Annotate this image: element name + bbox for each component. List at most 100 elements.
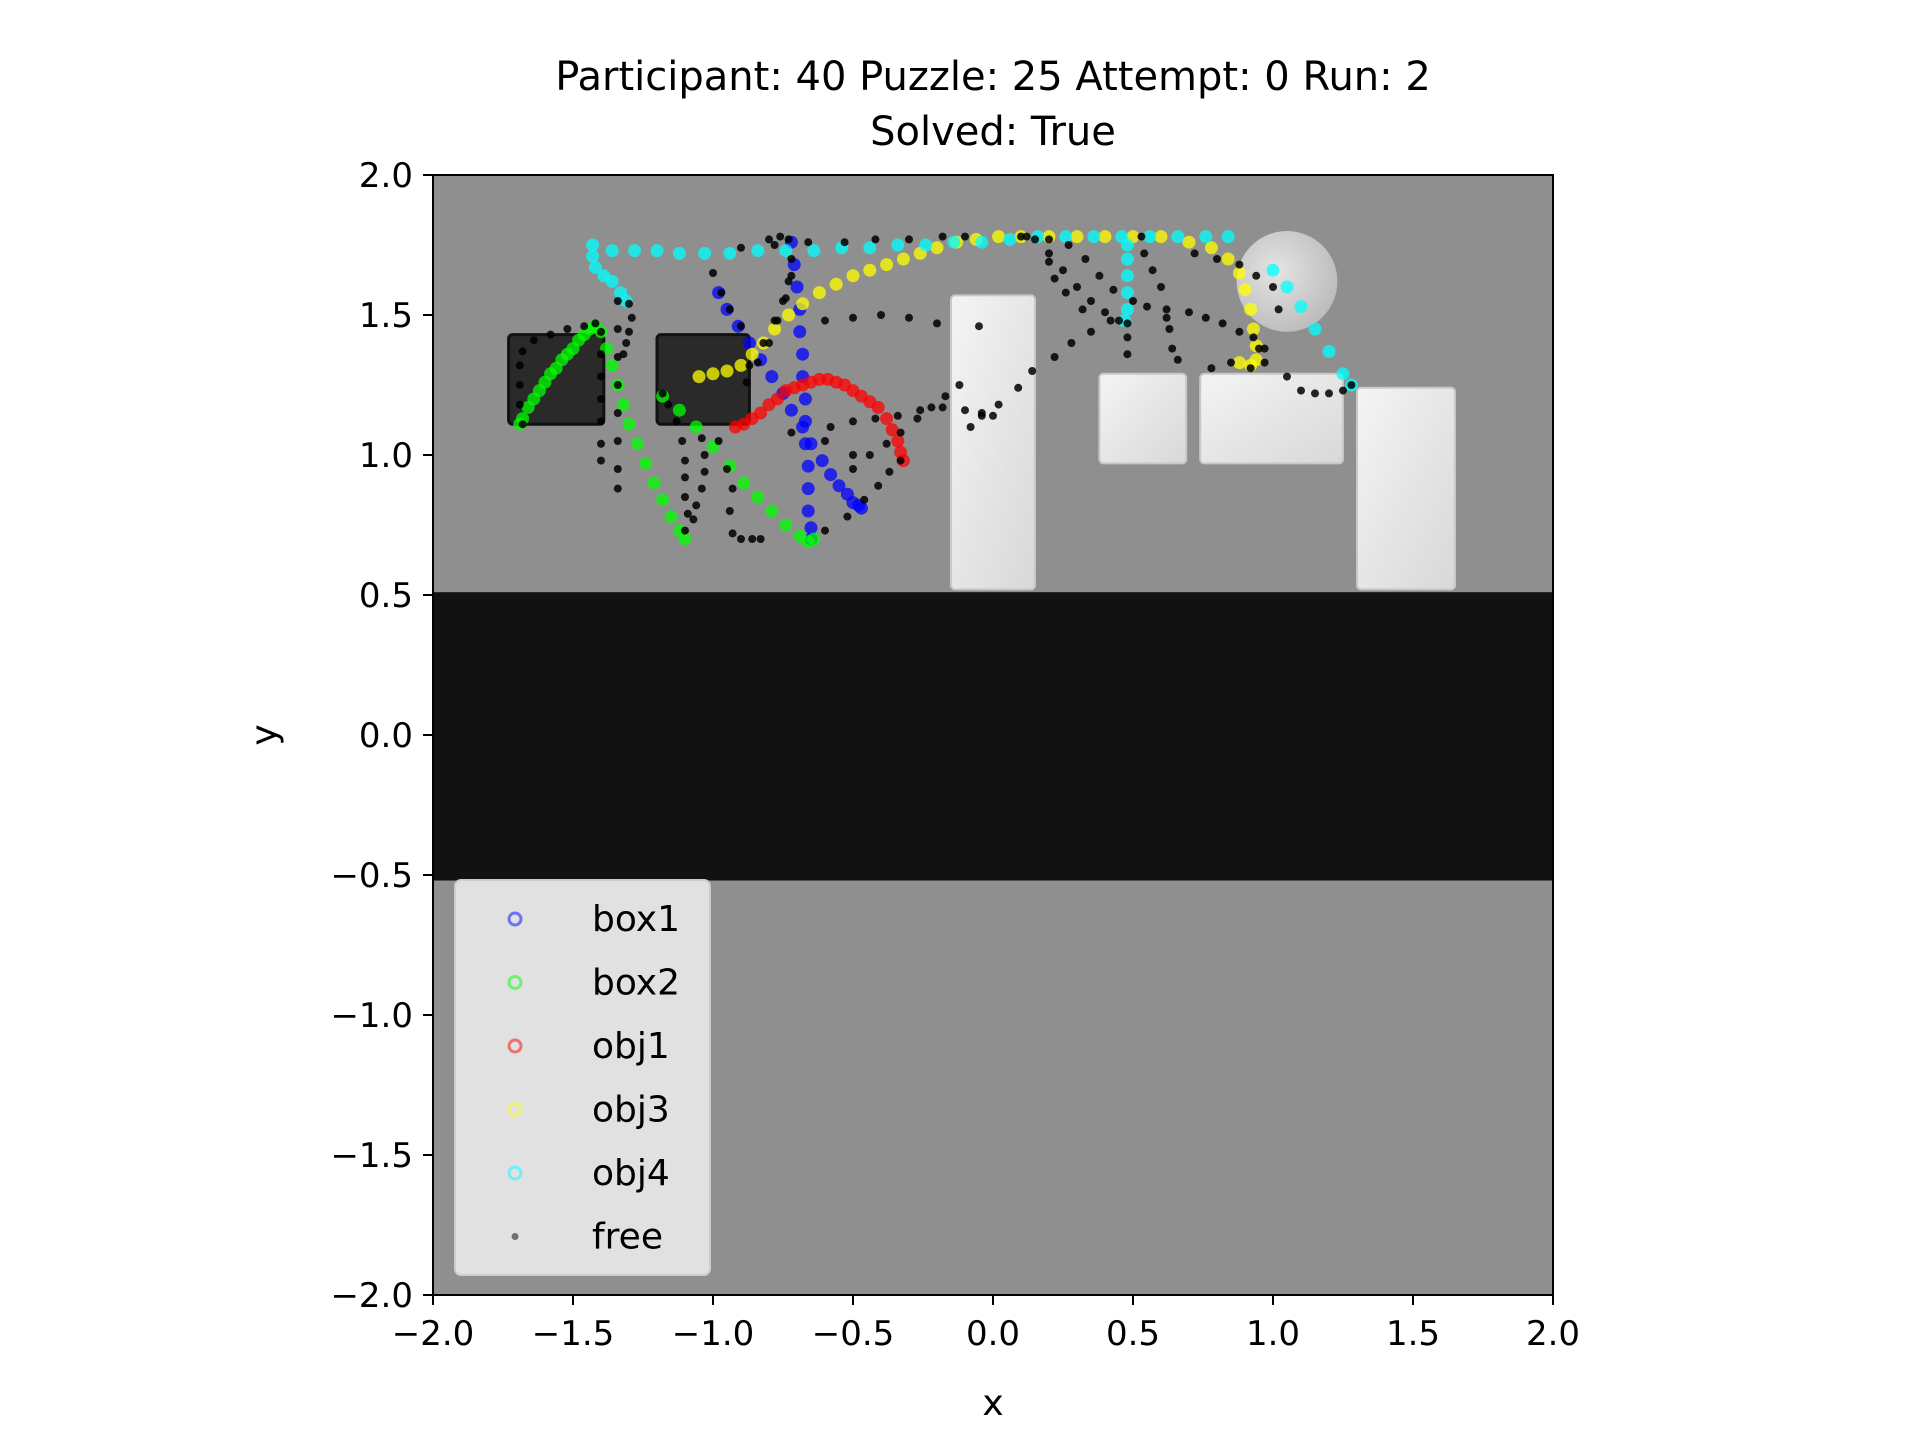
obj4-point-19 (891, 238, 905, 252)
box1-point-5 (793, 325, 807, 339)
free-point-111 (804, 238, 813, 247)
free-point-81 (826, 423, 835, 431)
box2-point-23 (639, 456, 653, 470)
box1-point-32 (854, 501, 868, 515)
free-point-63 (896, 428, 905, 437)
free-point-144 (1218, 319, 1227, 328)
free-point-147 (1260, 344, 1269, 353)
y-tick-label-1: 2.0 (359, 156, 413, 196)
free-point-106 (717, 288, 726, 297)
chart-title: Participant: 40 Puzzle: 25 Attempt: 0 Ru… (555, 54, 1431, 100)
free-point-151 (1252, 271, 1261, 280)
free-point-168 (1078, 305, 1087, 314)
legend-label-obj3: obj3 (592, 1090, 670, 1131)
free-point-145 (1235, 327, 1244, 336)
box2-point-21 (622, 417, 636, 431)
free-point-86 (938, 403, 947, 412)
free-point-102 (770, 316, 779, 325)
free-point-83 (871, 414, 880, 423)
scene-block-2 (1098, 372, 1188, 465)
free-point-134 (1137, 232, 1146, 241)
free-point-98 (753, 358, 762, 367)
free-point-43 (697, 484, 706, 493)
free-point-15 (613, 409, 622, 417)
free-point-76 (1106, 316, 1115, 325)
free-point-23 (597, 417, 605, 426)
box2-point-25 (656, 493, 670, 507)
free-point-175 (1143, 302, 1151, 311)
legend-label-obj1: obj1 (592, 1026, 670, 1067)
free-point-56 (860, 495, 869, 504)
obj4-point-10 (650, 244, 664, 258)
free-point-73 (1050, 353, 1059, 361)
free-point-1 (518, 420, 527, 429)
legend-marker-box1 (507, 911, 523, 927)
obj4-point-21 (947, 235, 961, 249)
free-point-41 (700, 451, 709, 459)
free-point-141 (1173, 355, 1182, 364)
free-point-162 (1246, 364, 1255, 373)
free-point-72 (1028, 367, 1037, 375)
box2-point-22 (630, 437, 644, 451)
free-point-118 (849, 313, 857, 322)
free-point-55 (843, 512, 852, 521)
free-point-36 (681, 473, 689, 482)
free-point-113 (871, 235, 880, 244)
obj4-point-23 (1003, 232, 1017, 246)
legend-marker-obj1 (507, 1038, 523, 1054)
free-point-4 (515, 361, 524, 370)
free-point-130 (1115, 316, 1123, 325)
free-point-156 (1311, 389, 1319, 398)
free-point-77 (1129, 297, 1137, 305)
free-point-74 (1067, 339, 1076, 347)
free-point-47 (748, 535, 757, 543)
free-point-135 (1140, 249, 1149, 258)
free-point-157 (1325, 389, 1333, 398)
obj4-point-15 (779, 244, 793, 258)
free-point-7 (546, 330, 555, 339)
free-point-17 (613, 465, 622, 473)
obj4-point-18 (863, 241, 877, 255)
obj4-point-26 (1087, 230, 1101, 244)
legend-marker-obj3 (507, 1102, 523, 1117)
free-point-88 (977, 409, 986, 417)
free-point-42 (700, 467, 709, 476)
obj4-point-11 (672, 246, 686, 260)
free-point-160 (1255, 344, 1263, 353)
obj4-point-41 (1308, 322, 1322, 336)
box1-point-13 (801, 504, 815, 518)
obj3-point-17 (930, 241, 944, 255)
free-point-84 (893, 411, 902, 420)
free-point-50 (725, 507, 734, 515)
free-point-46 (737, 535, 745, 543)
box2-point-26 (664, 510, 678, 524)
free-point-71 (1014, 383, 1023, 392)
obj1-point-6 (770, 392, 784, 406)
free-point-65 (927, 403, 936, 412)
free-point-58 (885, 467, 894, 476)
obj4-point-31 (1221, 230, 1235, 244)
series-layer (513, 230, 1358, 549)
free-point-60 (849, 465, 857, 473)
free-point-165 (1045, 257, 1053, 266)
obj4-point-1 (586, 238, 600, 252)
box2-point-20 (616, 398, 630, 412)
chart-subtitle: Solved: True (870, 109, 1116, 155)
free-point-52 (723, 465, 731, 473)
free-point-161 (1260, 358, 1269, 367)
box1-point-21 (765, 370, 779, 384)
obj4-point-42 (1322, 344, 1336, 358)
obj3-point-12 (846, 269, 860, 283)
obj4-point-20 (919, 238, 933, 252)
free-point-128 (1087, 297, 1095, 305)
free-point-78 (849, 451, 857, 459)
y-tick-label-6: −0.5 (330, 856, 413, 896)
free-point-14 (613, 381, 622, 389)
free-point-97 (765, 339, 773, 347)
free-point-5 (518, 347, 527, 356)
free-point-101 (781, 294, 790, 303)
free-point-10 (591, 319, 600, 328)
free-point-39 (681, 526, 689, 535)
obj3-point-27 (1182, 235, 1196, 249)
obj4-point-40 (1294, 300, 1308, 314)
